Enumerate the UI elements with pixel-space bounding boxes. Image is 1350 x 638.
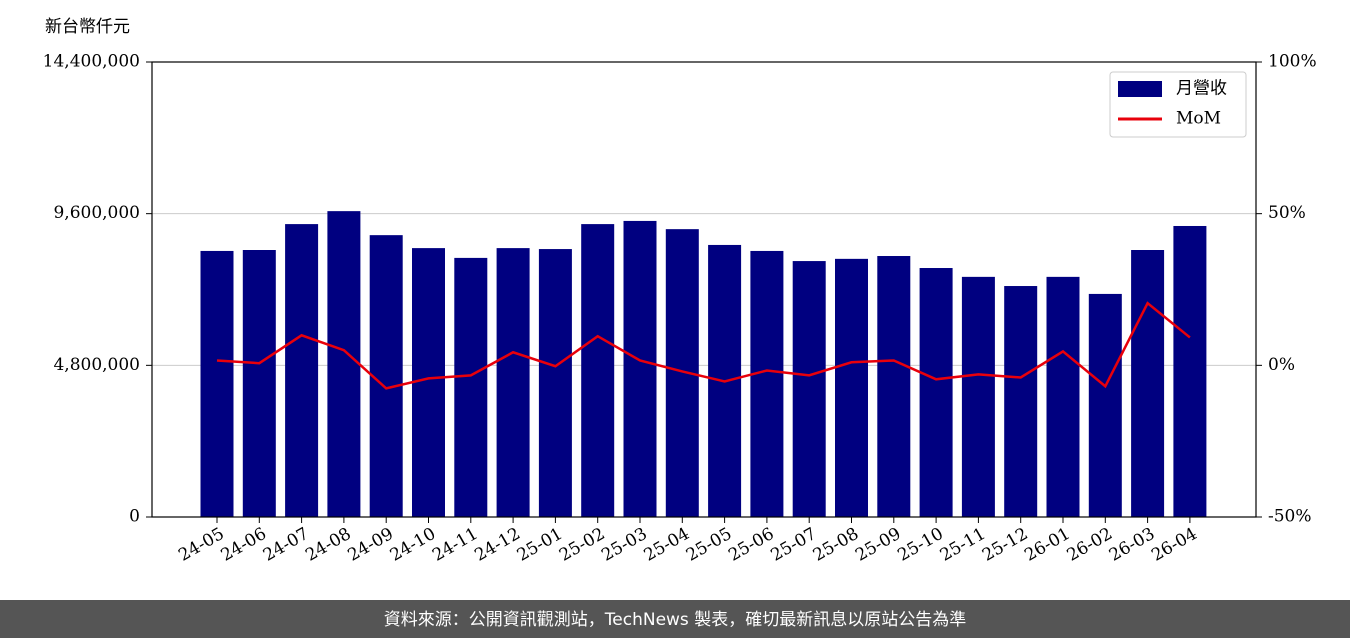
x-tick-label: 25-12 (979, 524, 1031, 566)
bar (454, 257, 488, 517)
x-tick-label: 24-10 (387, 524, 439, 566)
bar (750, 250, 784, 517)
bar (200, 250, 234, 517)
x-tick-label: 24-08 (302, 524, 354, 566)
y2-tick-label: 0% (1268, 355, 1295, 375)
bar (1088, 293, 1122, 517)
x-tick-label: 25-03 (598, 524, 650, 566)
x-tick-label: 24-05 (175, 524, 227, 566)
x-tick-label: 25-01 (514, 524, 566, 566)
bar (327, 211, 361, 517)
x-tick-label: 25-09 (852, 524, 904, 566)
x-tick-label: 26-03 (1106, 524, 1158, 566)
x-tick-label: 25-10 (894, 524, 946, 566)
x-tick-label: 25-08 (810, 524, 862, 566)
y-axis-title: 新台幣仟元 (45, 17, 130, 37)
line (216, 301, 1191, 390)
x-tick-label: 24-07 (260, 524, 312, 566)
x-tick-label: 25-06 (725, 524, 777, 566)
legend-swatch (1118, 81, 1162, 97)
y-tick-label: 0 (129, 507, 140, 527)
x-tick-label: 26-04 (1148, 524, 1200, 566)
bar (792, 261, 826, 517)
y2-tick-label: 100% (1268, 52, 1317, 72)
x-tick-label: 24-11 (429, 524, 481, 566)
x-tick-label: 25-11 (937, 524, 989, 566)
x-tick-label: 26-02 (1064, 524, 1116, 566)
bar (835, 258, 868, 517)
y2-tick-label: 50% (1268, 203, 1306, 223)
x-tick-label: 24-12 (471, 524, 523, 566)
bar (1004, 286, 1038, 517)
y-tick-label: 9,600,000 (53, 203, 140, 223)
x-tick-label: 25-07 (768, 524, 820, 566)
bar (242, 250, 276, 517)
bar (369, 235, 403, 517)
x-tick-label: 25-05 (683, 524, 735, 566)
plot-frame (151, 61, 1257, 518)
bar (877, 256, 911, 517)
bar (496, 248, 530, 517)
bar (1173, 225, 1207, 518)
bar (961, 276, 995, 517)
x-tick-label: 24-06 (218, 524, 270, 566)
y2-tick-label: -50% (1268, 507, 1312, 527)
bar (1131, 250, 1165, 517)
footer: 資料來源：公開資訊觀測站，TechNews 製表，確切最新訊息以原站公告為準 (384, 610, 966, 630)
x-tick-label: 24-09 (345, 524, 397, 566)
x-tick-label: 25-04 (641, 524, 693, 566)
bar (285, 224, 319, 517)
footer-bar (0, 600, 1350, 638)
x-tick-label: 25-02 (556, 524, 608, 566)
y-tick-label: 14,400,000 (43, 52, 140, 72)
x-tick-label: 26-01 (1021, 524, 1073, 566)
legend-label: 月營收 (1176, 79, 1227, 99)
legend-label: MoM (1176, 109, 1221, 129)
bar (538, 249, 572, 518)
bar (1046, 276, 1080, 517)
y-tick-label: 4,800,000 (53, 355, 140, 375)
bar (919, 268, 953, 517)
bar (623, 220, 657, 517)
bar (412, 248, 445, 517)
bar (581, 224, 615, 517)
